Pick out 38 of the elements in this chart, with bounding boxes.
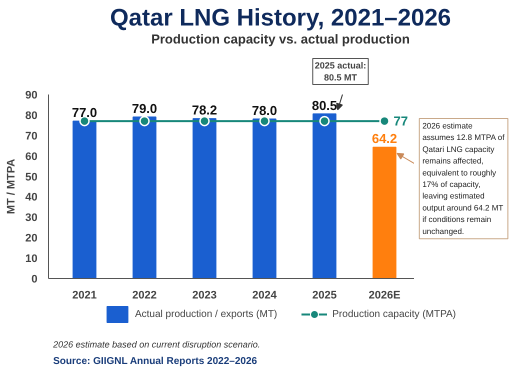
data-label: 77 <box>394 114 408 129</box>
y-tick-label: 70 <box>25 130 38 142</box>
x-tick-label: 2024 <box>252 290 278 302</box>
text: 2025 actual: 80.5 MT <box>314 60 366 82</box>
x-tick-label: 2023 <box>192 290 217 302</box>
bar <box>252 118 276 278</box>
data-label: 79.0 <box>132 100 158 116</box>
data-label: 77.0 <box>72 105 98 120</box>
bar <box>192 118 216 278</box>
x-tick-label: 2022 <box>132 290 157 302</box>
y-tick-label: 10 <box>25 253 38 266</box>
y-tick-label: 40 <box>25 192 38 204</box>
y-tick-label: 0 <box>31 274 38 286</box>
text: 2026 estimate based on current disruption scenario. <box>52 340 260 350</box>
bar <box>72 120 96 278</box>
chart-title: Qatar LNG History, 2021–2026 <box>110 4 452 32</box>
y-tick-label: 30 <box>25 212 38 224</box>
legend-label: Actual production / exports (MT) <box>134 308 278 320</box>
x-tick-label: 2025 <box>312 290 337 302</box>
y-tick-label: 50 <box>25 171 38 184</box>
data-label: 64.2 <box>372 131 398 146</box>
data-label: 80.5 <box>312 98 338 113</box>
y-tick-label: 90 <box>25 90 38 102</box>
bar <box>372 146 396 278</box>
x-tick-label: 2026E <box>368 290 400 302</box>
y-axis-title: MT / MTPA <box>5 158 18 214</box>
y-tick-label: 80 <box>25 110 38 122</box>
x-tick-label: 2021 <box>72 290 97 302</box>
chart-subtitle: Production capacity vs. actual production <box>151 32 410 46</box>
y-tick-label: 60 <box>25 150 38 163</box>
bar <box>312 113 336 278</box>
bar <box>132 116 156 278</box>
data-label: 78.2 <box>192 102 218 118</box>
text: 2026 estimate assumes 12.8 MTPA of Qatari LNG capacity remains affected, equivalent to roughly 17% of capacity, leaving estimated output around 64.2 MT if conditions remain unchanged. <box>422 122 504 236</box>
y-tick-label: 20 <box>25 232 38 245</box>
data-label: 78.0 <box>252 103 278 118</box>
legend-label: Production capacity (MTPA) <box>332 308 456 320</box>
source-note: Source: GIIGNL Annual Reports 2022–2026 <box>53 356 258 367</box>
